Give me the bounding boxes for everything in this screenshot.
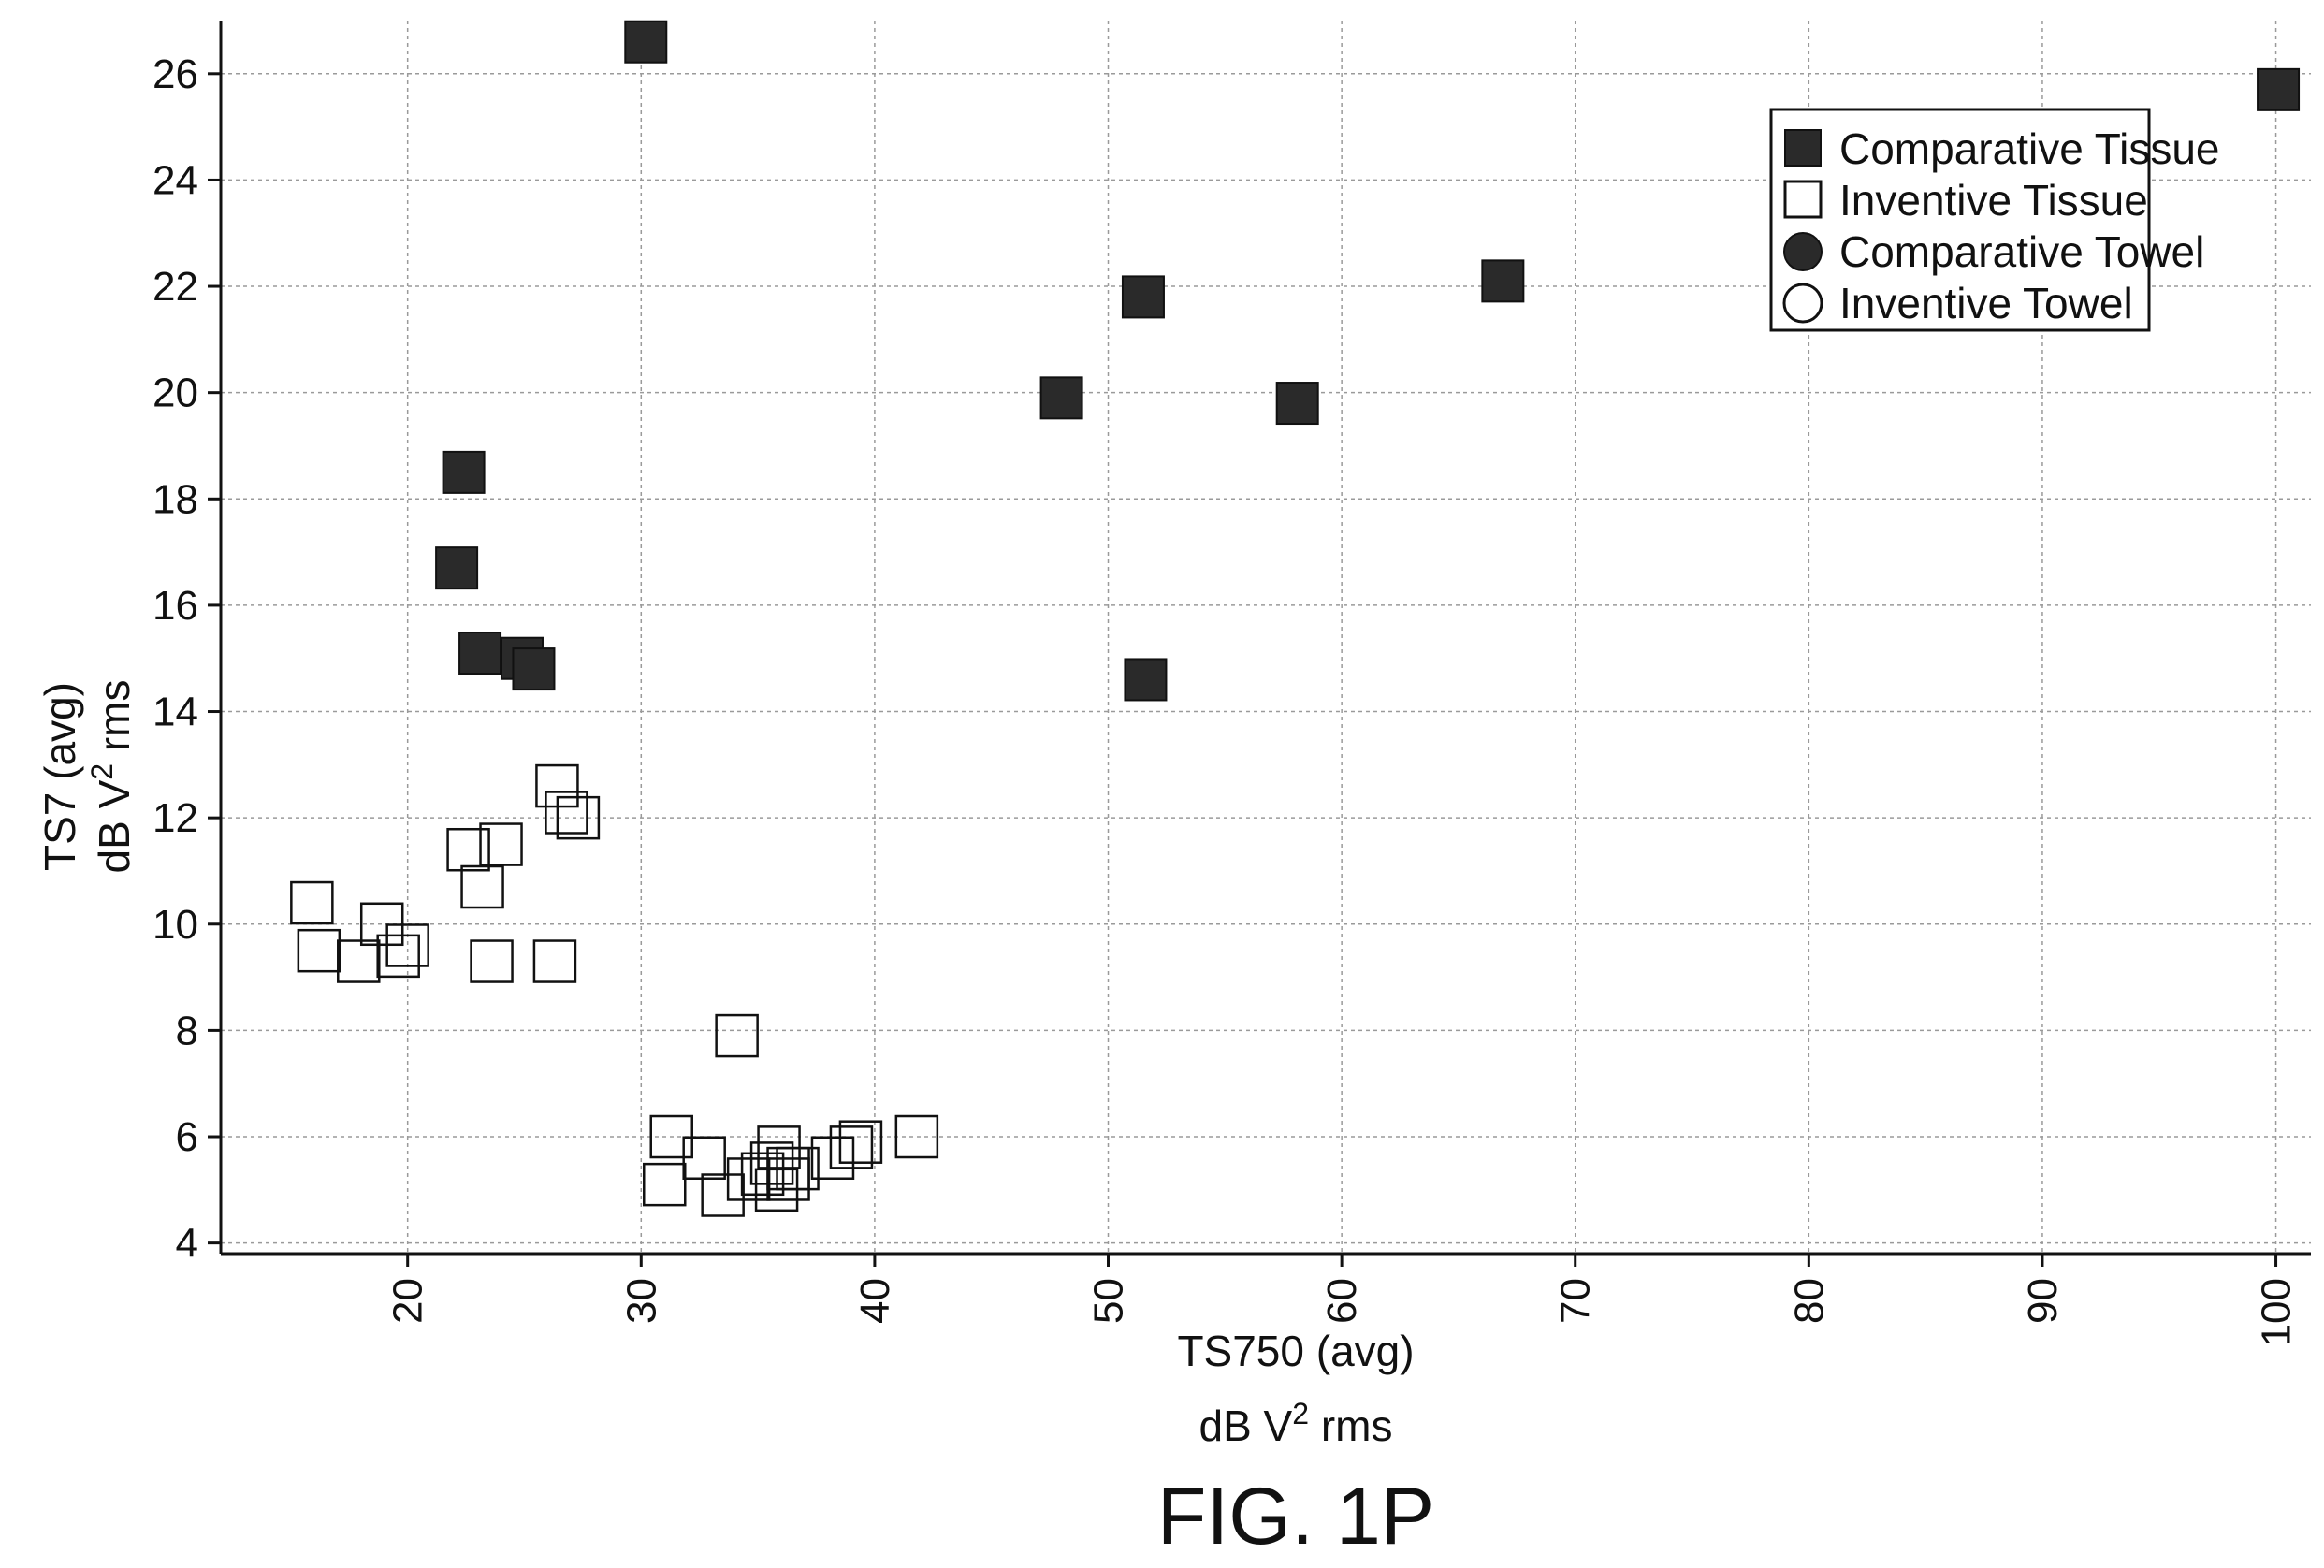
point-inventive-tissue [838,1120,883,1164]
legend-marker-comparative-towel [1783,232,1823,271]
y-tick-label: 8 [176,1008,198,1053]
point-inventive-tissue [754,1168,799,1212]
y-tick-label: 24 [153,157,198,203]
legend-marker-comparative-tissue [1784,129,1822,167]
legend-label-inventive-towel: Inventive Towel [1839,279,2133,327]
y-tick-label: 6 [176,1114,198,1160]
figure-label: FIG. 1P [1157,1472,1434,1561]
point-inventive-tissue [726,1157,771,1201]
x-tick-label: 90 [2020,1278,2066,1324]
y-axis-label: TS7 (avg) [36,682,84,871]
point-inventive-tissue [290,880,334,925]
point-inventive-tissue [643,1162,687,1207]
x-axis-label: TS750 (avg) [1177,1327,1414,1375]
y-tick-label: 4 [176,1221,198,1267]
point-comparative-tissue [1481,259,1525,303]
point-inventive-tissue [894,1114,939,1159]
point-inventive-tissue [749,1141,794,1185]
point-inventive-tissue [829,1125,874,1169]
legend-marker-inventive-tissue [1783,180,1823,219]
y-tick-label: 10 [153,902,198,948]
point-inventive-tissue [701,1173,745,1217]
point-inventive-tissue [385,923,429,967]
x-axis-unit: dB V2 rms [1199,1397,1393,1450]
point-inventive-tissue [556,795,601,840]
point-inventive-tissue [682,1136,726,1180]
legend-box [1769,108,2151,332]
y-axis-unit: dB V2 rms [85,680,138,874]
point-inventive-tissue [810,1136,855,1180]
y-tick-label: 20 [153,370,198,416]
point-comparative-tissue [1039,376,1083,420]
y-tick-label: 14 [153,690,198,735]
x-tick-label: 70 [1553,1278,1599,1324]
point-comparative-tissue [1124,658,1168,702]
point-inventive-tissue [479,822,523,866]
point-inventive-tissue [715,1013,759,1058]
point-inventive-tissue [446,827,490,872]
point-inventive-tissue [545,791,588,835]
legend: Comparative Tissue Inventive Tissue Comp… [1769,108,2220,332]
x-tick-label: 30 [618,1278,664,1324]
point-comparative-tissue [1121,275,1165,319]
y-tick-label: 26 [153,51,198,97]
point-comparative-tissue [2257,67,2301,111]
point-inventive-tissue [766,1157,810,1201]
legend-label-inventive-tissue: Inventive Tissue [1839,176,2148,225]
y-tick-label: 12 [153,795,198,841]
x-tick-label: 20 [385,1278,431,1324]
point-inventive-tissue [532,939,577,983]
x-tick-label: 60 [1319,1278,1365,1324]
legend-label-comparative-towel: Comparative Towel [1839,227,2204,276]
point-inventive-tissue [337,939,381,983]
point-inventive-tissue [297,928,341,973]
point-inventive-tissue [376,934,420,979]
y-tick-label: 18 [153,476,198,522]
point-inventive-tissue [470,939,514,983]
x-tick-label: 40 [852,1278,898,1324]
x-tick-label: 80 [1786,1278,1832,1324]
legend-label-comparative-tissue: Comparative Tissue [1839,124,2220,173]
data-points [290,20,2301,1217]
point-comparative-tissue [435,546,479,590]
point-inventive-tissue [460,864,504,909]
y-tick-label: 16 [153,583,198,629]
x-tick-label: 100 [2254,1278,2300,1346]
point-comparative-tissue [1275,382,1319,426]
point-comparative-tissue [512,647,556,691]
x-tick-label: 50 [1086,1278,1132,1324]
y-axis-title: TS7 (avg) dB V2 rms [36,680,138,874]
legend-marker-inventive-towel [1782,283,1823,324]
point-comparative-tissue [442,450,486,494]
point-comparative-tissue [624,20,668,64]
tick-labels: 20 30 40 50 60 70 80 90 100 4 6 8 10 12 14 16 18 20 22 24 26 [153,51,2300,1347]
axes [208,21,2311,1267]
y-tick-label: 22 [153,264,198,310]
point-comparative-tissue [458,632,502,675]
